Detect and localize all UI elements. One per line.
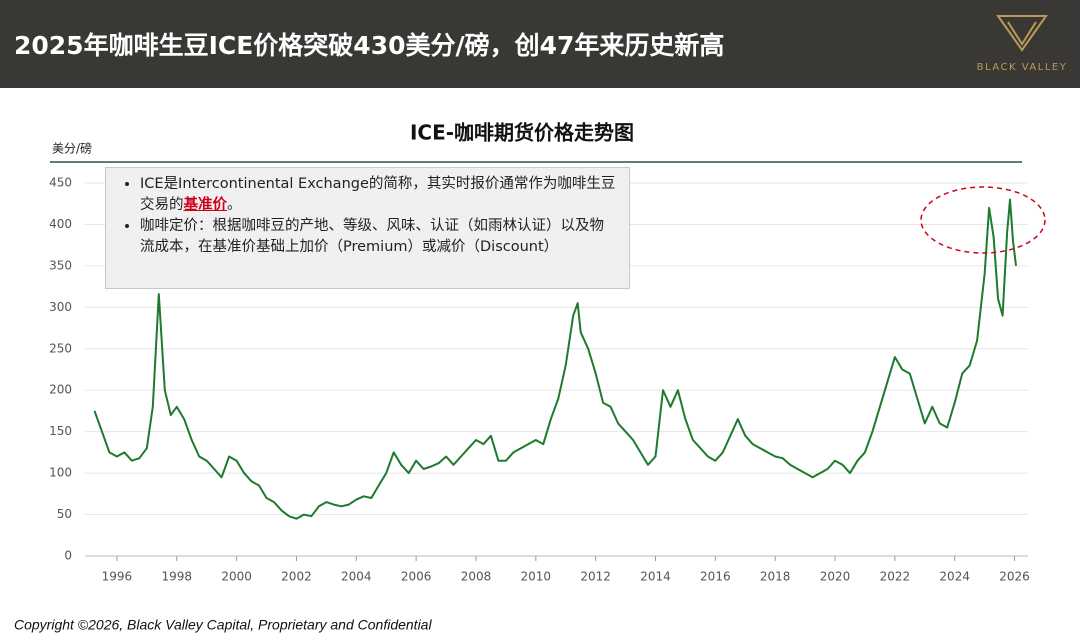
x-tick-label: 2026 bbox=[999, 570, 1030, 584]
x-tick-label: 2014 bbox=[640, 570, 671, 584]
highlight-ellipse bbox=[920, 186, 1046, 254]
x-tick-label: 1998 bbox=[161, 570, 192, 584]
bullet: ICE是Intercontinental Exchange的简称，其实时报价通常… bbox=[140, 174, 617, 216]
logo-text: BLACK VALLEY bbox=[977, 62, 1068, 73]
x-tick-label: 2008 bbox=[461, 570, 492, 584]
bullet: 咖啡定价：根据咖啡豆的产地、等级、风味、认证（如雨林认证）以及物流成本，在基准价… bbox=[140, 216, 617, 258]
x-tick-label: 1996 bbox=[102, 570, 133, 584]
footer: Copyright ©2026, Black Valley Capital, P… bbox=[14, 617, 432, 633]
y-tick-label: 100 bbox=[49, 466, 72, 480]
x-tick-label: 2012 bbox=[580, 570, 611, 584]
y-axis-label: 美分/磅 bbox=[52, 141, 92, 156]
x-tick-label: 2016 bbox=[700, 570, 731, 584]
y-tick-label: 50 bbox=[57, 507, 72, 521]
x-tick-label: 2024 bbox=[939, 570, 970, 584]
bullet-tail: 。 bbox=[227, 197, 242, 213]
bullet-text: 咖啡定价：根据咖啡豆的产地、等级、风味、认证（如雨林认证）以及物流成本，在基准价… bbox=[140, 218, 604, 255]
y-tick-label: 350 bbox=[49, 258, 72, 272]
x-tick-label: 2022 bbox=[880, 570, 911, 584]
x-tick-label: 2000 bbox=[221, 570, 252, 584]
x-tick-label: 2018 bbox=[760, 570, 791, 584]
x-tick-label: 2002 bbox=[281, 570, 312, 584]
logo-icon bbox=[996, 15, 1048, 52]
y-tick-label: 200 bbox=[49, 383, 72, 397]
chart-title: ICE-咖啡期货价格走势图 bbox=[410, 121, 634, 145]
y-tick-label: 150 bbox=[49, 424, 72, 438]
y-tick-label: 0 bbox=[64, 549, 72, 563]
y-tick-label: 400 bbox=[49, 217, 72, 231]
highlight: 基准价 bbox=[183, 197, 228, 213]
x-tick-label: 2020 bbox=[820, 570, 851, 584]
y-tick-label: 250 bbox=[49, 341, 72, 355]
x-tick-label: 2006 bbox=[401, 570, 432, 584]
x-tick-label: 2004 bbox=[341, 570, 372, 584]
header-bar bbox=[0, 0, 1080, 88]
bullet-text: ICE是Intercontinental Exchange的简称，其实时报价通常… bbox=[140, 176, 616, 213]
y-tick-label: 300 bbox=[49, 300, 72, 314]
y-tick-label: 450 bbox=[49, 176, 72, 190]
x-tick-label: 2010 bbox=[521, 570, 552, 584]
price-line bbox=[93, 198, 1017, 520]
slide-title: 2025年咖啡生豆ICE价格突破430美分/磅，创47年来历史新高 bbox=[14, 31, 724, 60]
annotation-box: ICE是Intercontinental Exchange的简称，其实时报价通常… bbox=[105, 167, 630, 289]
